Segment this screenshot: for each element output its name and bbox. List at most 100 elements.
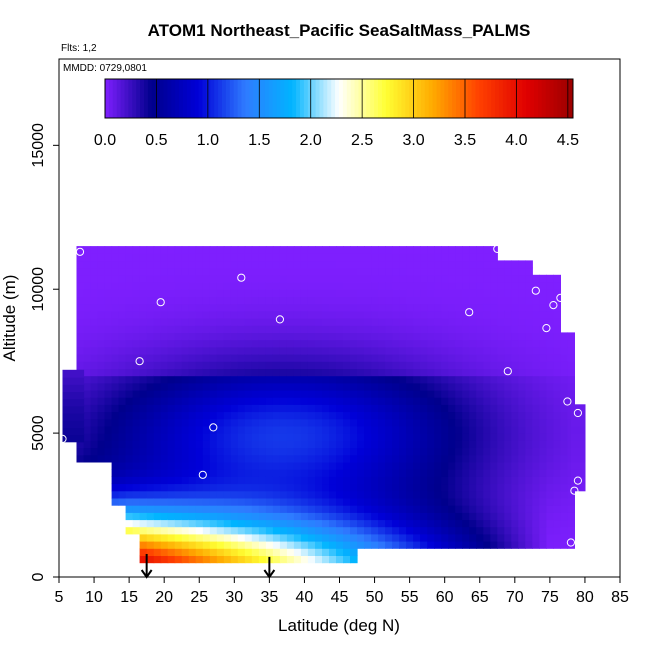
heatmap-cell [406, 483, 414, 492]
heatmap-cell [209, 418, 218, 427]
heatmap-cell [350, 339, 358, 348]
heatmap-cell [286, 246, 295, 254]
heatmap-cell [504, 310, 512, 319]
heatmap-cell [202, 253, 211, 262]
colorbar-swatch [261, 79, 266, 118]
heatmap-cell [104, 274, 113, 283]
heatmap-cell [406, 526, 414, 535]
heatmap-cell [511, 274, 519, 283]
heatmap-cell [518, 541, 526, 549]
heatmap-cell [427, 490, 435, 499]
heatmap-cell [483, 476, 491, 485]
heatmap-cell [174, 260, 183, 269]
heatmap-cell [553, 411, 561, 420]
heatmap-cell [167, 274, 176, 283]
heatmap-cell [293, 541, 302, 549]
heatmap-cell [167, 325, 176, 333]
heatmap-cell [483, 318, 491, 326]
heatmap-cell [392, 447, 400, 456]
heatmap-cell [167, 339, 176, 348]
heatmap-cell [90, 354, 99, 362]
heatmap-cell [83, 418, 92, 427]
heatmap-cell [378, 382, 386, 391]
heatmap-cell [434, 469, 442, 477]
heatmap-cell [293, 253, 302, 262]
heatmap-cell [560, 354, 568, 362]
heatmap-cell [293, 354, 302, 362]
heatmap-cell [153, 389, 162, 398]
heatmap-cell [251, 368, 260, 377]
heatmap-cell [399, 267, 407, 276]
heatmap-cell [244, 447, 253, 456]
heatmap-cell [216, 368, 225, 377]
heatmap-cell [315, 267, 323, 276]
heatmap-cell [490, 433, 498, 441]
heatmap-cell [97, 289, 106, 297]
heatmap-cell [230, 447, 239, 456]
heatmap-cell [378, 274, 386, 283]
heatmap-cell [251, 541, 260, 549]
heatmap-cell [441, 512, 449, 521]
heatmap-cell [237, 368, 246, 377]
heatmap-cell [420, 303, 428, 312]
heatmap-cell [406, 267, 414, 276]
colorbar-swatch [475, 79, 480, 118]
heatmap-cell [490, 361, 498, 369]
heatmap-cell [392, 526, 400, 535]
heatmap-cell [104, 282, 113, 290]
heatmap-cell [567, 389, 575, 398]
heatmap-cell [399, 325, 407, 333]
heatmap-cell [279, 483, 288, 492]
heatmap-cell [357, 433, 365, 441]
heatmap-cell [251, 303, 260, 312]
heatmap-cell [406, 469, 414, 477]
heatmap-cell [104, 267, 113, 276]
heatmap-cell [539, 526, 547, 535]
heatmap-cell [336, 541, 344, 549]
heatmap-cell [223, 454, 232, 463]
heatmap-cell [195, 411, 204, 420]
heatmap-cell [427, 440, 435, 449]
heatmap-cell [160, 447, 169, 456]
heatmap-cell [357, 389, 365, 398]
heatmap-cell [125, 505, 134, 513]
heatmap-cell [111, 440, 120, 449]
heatmap-cell [97, 418, 106, 427]
heatmap-cell [420, 274, 428, 283]
heatmap-cell [525, 310, 533, 319]
heatmap-cell [518, 447, 526, 456]
heatmap-cell [350, 490, 358, 499]
colorbar-tick-label: 4.0 [505, 132, 527, 149]
heatmap-cell [469, 541, 477, 549]
heatmap-cell [434, 447, 442, 456]
heatmap-cell [146, 382, 155, 391]
heatmap-cell [146, 476, 155, 485]
heatmap-cell [90, 361, 99, 369]
heatmap-cell [272, 382, 281, 391]
heatmap-cell [202, 505, 211, 513]
heatmap-cell [570, 483, 586, 492]
heatmap-cell [244, 548, 253, 556]
heatmap-cell [413, 296, 421, 305]
heatmap-cell [167, 289, 176, 297]
heatmap-cell [322, 497, 330, 506]
heatmap-cell [216, 512, 225, 521]
heatmap-cell [76, 282, 85, 290]
heatmap-cell [181, 246, 190, 254]
heatmap-cell [307, 303, 316, 312]
heatmap-cell [371, 469, 379, 477]
heatmap-cell [160, 425, 169, 434]
heatmap-cell [315, 397, 323, 405]
heatmap-cell [300, 274, 309, 283]
heatmap-cell [427, 461, 435, 470]
heatmap-cell [469, 447, 477, 456]
heatmap-cell [322, 548, 330, 556]
heatmap-cell [251, 447, 260, 456]
heatmap-cell [251, 397, 260, 405]
heatmap-cell [511, 533, 519, 542]
heatmap-cell [392, 274, 400, 283]
heatmap-cell [546, 346, 554, 355]
heatmap-cell [286, 282, 295, 290]
heatmap-cell [420, 253, 428, 262]
heatmap-cell [448, 440, 456, 449]
